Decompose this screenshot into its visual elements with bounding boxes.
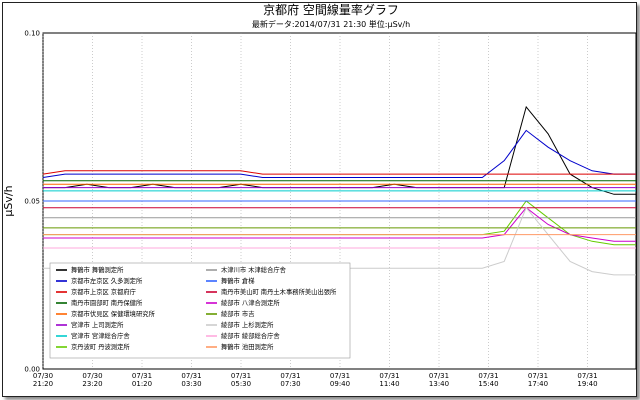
legend-label: 綾部市 市吉: [221, 309, 255, 318]
x-tick-time: 23:20: [82, 380, 102, 388]
x-tick-time: 07:30: [280, 380, 300, 388]
x-tick-time: 17:40: [528, 380, 548, 388]
legend-label: 綾部市 綾部総合庁舎: [221, 331, 280, 340]
legend-label: 舞鶴市 倉梯: [221, 276, 255, 285]
legend-label: 綾部市 上杉測定所: [221, 320, 274, 329]
legend-label: 京丹波町 丹波測定所: [71, 342, 130, 351]
legend-label: 綾部市 八津合測定所: [221, 298, 280, 307]
x-tick-time: 19:40: [577, 380, 597, 388]
x-tick-date: 07/31: [528, 372, 548, 380]
chart-title: 京都府 空間線量率グラフ: [263, 2, 399, 17]
y-axis-label: μSv/h: [2, 185, 15, 216]
x-tick-date: 07/31: [132, 372, 152, 380]
legend-label: 京都市上京区 京都府庁: [71, 287, 136, 296]
x-tick-time: 21:20: [33, 380, 53, 388]
chart-subtitle: 最新データ:2014/07/31 21:30 単位:μSv/h: [252, 19, 410, 29]
legend-label: 舞鶴市 舞鶴測定所: [71, 265, 124, 274]
x-tick-date: 07/30: [82, 372, 102, 380]
x-tick-date: 07/31: [231, 372, 251, 380]
x-tick-date: 07/31: [429, 372, 449, 380]
legend-label: 南丹市美山町 南丹土木事務所美山出張所: [221, 287, 337, 296]
x-tick-date: 07/31: [181, 372, 201, 380]
legend-label: 宮津市 宮津総合庁舎: [71, 331, 130, 340]
x-tick-time: 11:40: [379, 380, 399, 388]
x-tick-time: 09:40: [330, 380, 350, 388]
legend-label: 舞鶴市 池田測定所: [221, 342, 274, 351]
x-tick-time: 13:40: [429, 380, 449, 388]
legend-label: 南丹市園部町 南丹保健所: [71, 298, 143, 307]
x-tick-time: 03:30: [181, 380, 201, 388]
y-tick-label: 0.05: [24, 198, 40, 206]
x-tick-time: 01:20: [132, 380, 152, 388]
y-tick-label: 0.10: [24, 30, 40, 38]
series-line-2: [42, 170, 636, 175]
series-line-1: [42, 129, 636, 178]
legend-box: [49, 262, 351, 359]
x-tick-date: 07/31: [577, 372, 597, 380]
series-line-11: [43, 207, 636, 242]
x-axis: 07/3021:2007/3023:2007/3101:2007/3103:30…: [33, 372, 598, 388]
y-axis: 0.00 0.05 0.10: [24, 30, 40, 374]
x-tick-date: 07/31: [379, 372, 399, 380]
legend-label: 京都市左京区 久多測定所: [71, 276, 143, 285]
x-tick-time: 15:40: [478, 380, 498, 388]
x-tick-time: 05:30: [231, 380, 251, 388]
x-tick-date: 07/31: [330, 372, 350, 380]
x-tick-date: 07/31: [478, 372, 498, 380]
x-tick-date: 07/31: [280, 372, 300, 380]
y-tick-label: 0.00: [24, 366, 40, 374]
legend-label: 木津川市 木津総合庁舎: [221, 265, 287, 274]
legend-label: 宮津市 上司測定所: [71, 320, 124, 329]
x-tick-date: 07/30: [33, 372, 53, 380]
legend-label: 京都市伏見区 保健環境研究所: [71, 309, 156, 318]
